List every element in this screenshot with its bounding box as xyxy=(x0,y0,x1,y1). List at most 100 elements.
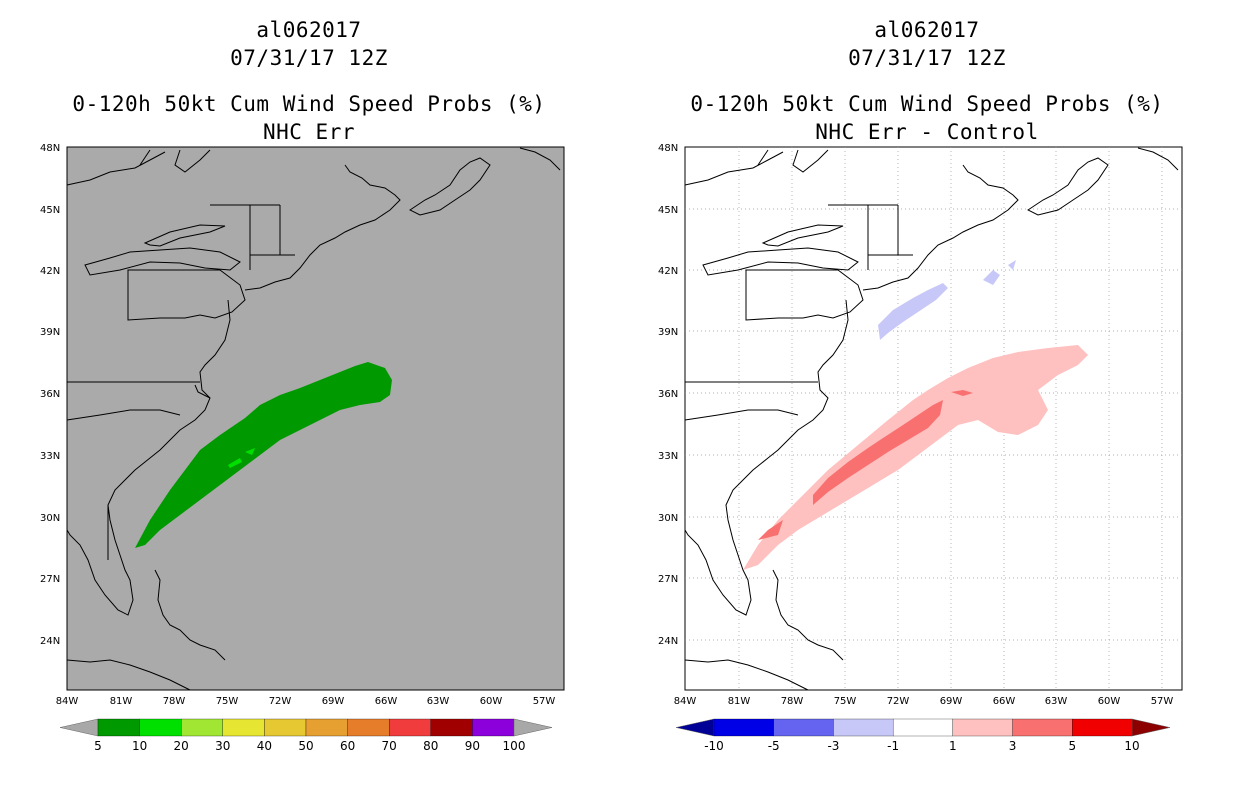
gridlines xyxy=(685,147,1182,690)
lat-label: 48N xyxy=(658,143,678,154)
lon-label: 78W xyxy=(163,696,186,707)
lat-label: 33N xyxy=(658,451,678,462)
colorbar-label: 80 xyxy=(423,739,438,753)
datetime: 07/31/17 12Z xyxy=(848,46,1006,70)
lon-label: 84W xyxy=(674,696,697,707)
colorbar-label: -5 xyxy=(768,739,780,753)
colorbar-label: 40 xyxy=(257,739,272,753)
lon-label: 60W xyxy=(480,696,503,707)
lat-label: 24N xyxy=(658,636,678,647)
colorbar-under-arrow xyxy=(59,718,99,737)
colorbar-left: 5 10 20 30 40 50 60 70 80 90 100 xyxy=(59,718,553,753)
colorbar-swatch xyxy=(347,718,390,737)
lon-labels-right: 84W 81W 78W 75W 72W 69W 66W 63W 60W 57W xyxy=(674,696,1174,707)
colorbar-label: 20 xyxy=(174,739,189,753)
colorbar-label: -1 xyxy=(887,739,899,753)
colorbar-swatch xyxy=(264,718,307,737)
plot-title: 0-120h 50kt Cum Wind Speed Probs (%) xyxy=(690,92,1164,116)
coastlines xyxy=(66,147,561,691)
colorbar-swatch xyxy=(430,718,473,737)
colorbar-label: 50 xyxy=(298,739,313,753)
colorbar-label: 60 xyxy=(340,739,355,753)
lat-label: 30N xyxy=(658,513,678,524)
colorbar-label: 5 xyxy=(1068,739,1076,753)
lon-labels-left: 84W 81W 78W 75W 72W 69W 66W 63W 60W 57W xyxy=(56,696,556,707)
colorbar-label: 70 xyxy=(382,739,397,753)
colorbar-swatch xyxy=(892,718,954,737)
lon-label: 72W xyxy=(887,696,910,707)
colorbar-swatch xyxy=(222,718,265,737)
map-right: 48N 45N 42N 39N 36N 33N 30N 27N 24N 84W … xyxy=(658,143,1183,753)
storm-id: al062017 xyxy=(874,18,980,42)
lon-label: 75W xyxy=(834,696,857,707)
lat-labels-left: 48N 45N 42N 39N 36N 33N 30N 27N 24N xyxy=(40,143,60,647)
lat-label: 27N xyxy=(658,574,678,585)
colorbar-swatch xyxy=(773,718,834,737)
colorbar-label: 100 xyxy=(503,739,526,753)
lon-label: 66W xyxy=(375,696,398,707)
colorbar-over-arrow xyxy=(1131,718,1171,737)
colorbar-swatch xyxy=(139,718,182,737)
colorbar-swatch xyxy=(1072,718,1133,737)
colorbar-label: 10 xyxy=(132,739,147,753)
colorbar-label: 5 xyxy=(94,739,102,753)
lat-label: 24N xyxy=(40,636,60,647)
colorbar-label: 1 xyxy=(949,739,957,753)
plot-title: 0-120h 50kt Cum Wind Speed Probs (%) xyxy=(72,92,546,116)
colorbar-swatch xyxy=(713,718,774,737)
colorbar-label: 90 xyxy=(465,739,480,753)
lon-label: 57W xyxy=(533,696,556,707)
colorbar-under-arrow xyxy=(675,718,715,737)
lat-label: 39N xyxy=(40,327,60,338)
lon-label: 60W xyxy=(1098,696,1121,707)
plot-subtitle: NHC Err xyxy=(262,120,355,144)
lon-label: 63W xyxy=(427,696,450,707)
colorbar-right: -10 -5 -3 -1 1 3 5 10 xyxy=(675,718,1171,753)
lat-label: 48N xyxy=(40,143,60,154)
datetime: 07/31/17 12Z xyxy=(230,46,388,70)
lon-label: 75W xyxy=(216,696,239,707)
colorbar-swatch xyxy=(181,718,223,737)
colorbar-swatch xyxy=(952,718,1013,737)
plot-subtitle: NHC Err - Control xyxy=(815,120,1039,144)
lon-label: 63W xyxy=(1045,696,1068,707)
colorbar-swatch xyxy=(833,718,894,737)
map-left: 48N 45N 42N 39N 36N 33N 30N 27N 24N 84W … xyxy=(40,143,565,753)
lat-label: 30N xyxy=(40,513,60,524)
colorbar-label: -10 xyxy=(704,739,724,753)
lon-label: 81W xyxy=(728,696,751,707)
lat-label: 36N xyxy=(40,389,60,400)
lat-label: 39N xyxy=(658,327,678,338)
lon-label: 66W xyxy=(993,696,1016,707)
lat-label: 33N xyxy=(40,451,60,462)
colorbar-swatch xyxy=(97,718,140,737)
colorbar-swatch xyxy=(1012,718,1073,737)
lon-label: 84W xyxy=(56,696,79,707)
right-panel: al062017 07/31/17 12Z 0-120h 50kt Cum Wi… xyxy=(618,0,1236,800)
storm-id: al062017 xyxy=(256,18,362,42)
lon-label: 57W xyxy=(1151,696,1174,707)
lat-labels-right: 48N 45N 42N 39N 36N 33N 30N 27N 24N xyxy=(658,143,678,647)
colorbar-swatch xyxy=(472,718,515,737)
lat-label: 45N xyxy=(40,205,60,216)
lat-label: 45N xyxy=(658,205,678,216)
lon-label: 78W xyxy=(781,696,804,707)
colorbar-label: 10 xyxy=(1124,739,1139,753)
lon-label: 81W xyxy=(110,696,133,707)
colorbar-label: 30 xyxy=(215,739,230,753)
probability-swath xyxy=(135,362,392,548)
lat-label: 36N xyxy=(658,389,678,400)
lat-label: 42N xyxy=(40,266,60,277)
colorbar-label: 3 xyxy=(1009,739,1017,753)
difference-contours xyxy=(743,260,1088,570)
lat-label: 42N xyxy=(658,266,678,277)
lon-label: 69W xyxy=(322,696,345,707)
colorbar-swatch xyxy=(305,718,348,737)
coastlines xyxy=(684,147,1179,691)
lon-label: 69W xyxy=(940,696,963,707)
left-panel: al062017 07/31/17 12Z 0-120h 50kt Cum Wi… xyxy=(40,18,565,753)
lat-label: 27N xyxy=(40,574,60,585)
lon-label: 72W xyxy=(269,696,292,707)
colorbar-label: -3 xyxy=(827,739,839,753)
colorbar-swatch xyxy=(389,718,431,737)
